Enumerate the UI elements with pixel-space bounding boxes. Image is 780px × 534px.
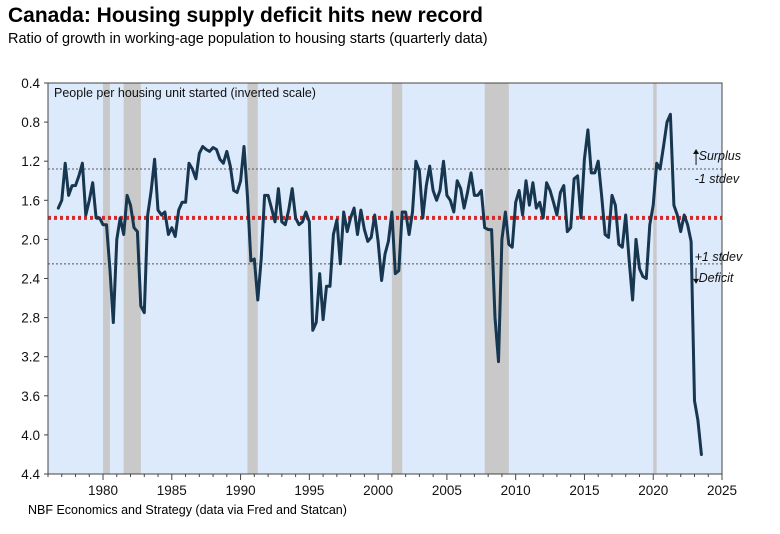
surplus-label: Surplus — [699, 149, 741, 163]
y-tick-label: 3.6 — [21, 389, 40, 404]
x-tick-label: 1995 — [294, 483, 324, 498]
series-line — [56, 112, 703, 456]
x-tick-label: 1980 — [88, 483, 118, 498]
y-tick-label: 0.8 — [21, 115, 40, 130]
plot-background — [48, 83, 722, 474]
minus-stdev-label: -1 stdev — [695, 172, 740, 186]
y-tick-label: 1.2 — [21, 154, 40, 169]
deficit-label: Deficit — [699, 271, 734, 285]
y-tick-label: 2.4 — [21, 272, 40, 287]
x-tick-label: 2010 — [501, 483, 531, 498]
y-tick-label: 4.0 — [21, 428, 40, 443]
recession-bands — [103, 83, 657, 474]
deficit-arrow-head — [693, 278, 700, 284]
y-tick-label: 2.8 — [21, 311, 40, 326]
y-tick-label: 0.4 — [21, 76, 40, 91]
x-tick-label: 2020 — [638, 483, 668, 498]
source-note: NBF Economics and Strategy (data via Fre… — [28, 503, 347, 517]
chart-title: Canada: Housing supply deficit hits new … — [8, 4, 483, 27]
x-tick-label: 2005 — [432, 483, 462, 498]
x-tick-label: 2015 — [569, 483, 599, 498]
recession-band — [391, 83, 403, 474]
y-tick-label: 3.2 — [21, 350, 40, 365]
series-layer — [56, 112, 703, 456]
x-tick-label: 1990 — [226, 483, 256, 498]
x-tick-label: 1985 — [157, 483, 187, 498]
x-tick-label: 2025 — [707, 483, 737, 498]
chart-subtitle: Ratio of growth in working-age populatio… — [8, 31, 488, 47]
y-tick-label: 4.4 — [21, 467, 40, 482]
inner-axis-label: People per housing unit started (inverte… — [54, 86, 316, 100]
recession-band — [484, 83, 509, 474]
recession-band — [653, 83, 657, 474]
y-tick-label: 1.6 — [21, 193, 40, 208]
surplus-arrow-head — [693, 149, 700, 155]
recession-band — [123, 83, 141, 474]
annotations: Surplus -1 stdev +1 stdev Deficit — [693, 149, 743, 285]
y-tick-label: 2.0 — [21, 232, 40, 247]
recession-band — [103, 83, 110, 474]
axes: 0.4 0.8 1.2 1.6 2.0 2.4 2.8 3.2 3.6 4.0 4.4 1980 198… — [21, 76, 737, 498]
x-tick-label: 2000 — [363, 483, 393, 498]
recession-band — [247, 83, 258, 474]
plus-stdev-label: +1 stdev — [695, 250, 743, 264]
